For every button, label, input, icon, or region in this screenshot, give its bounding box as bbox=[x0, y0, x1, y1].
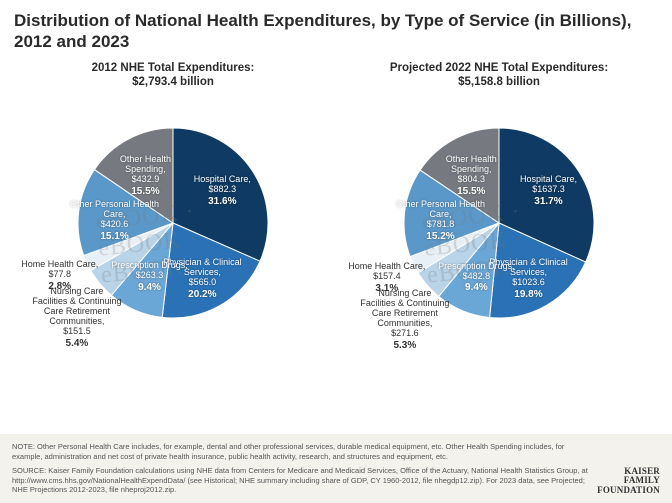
pie-svg bbox=[349, 93, 649, 353]
subtitle-2023-line1: Projected 2022 NHE Total Expenditures: bbox=[390, 62, 608, 74]
pie-2023: eBOOK · eBOOK · eBOOK Hospital Care,$163… bbox=[349, 93, 649, 353]
logo-line-3: FOUNDATION bbox=[597, 486, 660, 495]
charts-row: 2012 NHE Total Expenditures: $2,793.4 bi… bbox=[0, 57, 672, 354]
subtitle-2012-line2: $2,793.4 billion bbox=[132, 76, 214, 88]
pie-2012: eBOOK · eBOOK · eBOOK Hospital Care,$882… bbox=[23, 93, 323, 353]
chart-panel-2012: 2012 NHE Total Expenditures: $2,793.4 bi… bbox=[18, 61, 328, 354]
subtitle-2023-line2: $5,158.8 billion bbox=[458, 76, 540, 88]
pie-svg bbox=[23, 93, 323, 353]
kff-logo: KAISER FAMILY FOUNDATION bbox=[590, 442, 660, 495]
footer-note: NOTE: Other Personal Health Care include… bbox=[12, 442, 590, 462]
chart-main-title: Distribution of National Health Expendit… bbox=[0, 0, 672, 57]
subtitle-2012: 2012 NHE Total Expenditures: $2,793.4 bi… bbox=[92, 61, 255, 90]
footer-text: NOTE: Other Personal Health Care include… bbox=[12, 442, 590, 495]
subtitle-2012-line1: 2012 NHE Total Expenditures: bbox=[92, 62, 255, 74]
chart-panel-2023: Projected 2022 NHE Total Expenditures: $… bbox=[344, 61, 654, 354]
subtitle-2023: Projected 2022 NHE Total Expenditures: $… bbox=[390, 61, 608, 90]
footer-source: SOURCE: Kaiser Family Foundation calcula… bbox=[12, 466, 590, 495]
footer: NOTE: Other Personal Health Care include… bbox=[0, 434, 672, 503]
